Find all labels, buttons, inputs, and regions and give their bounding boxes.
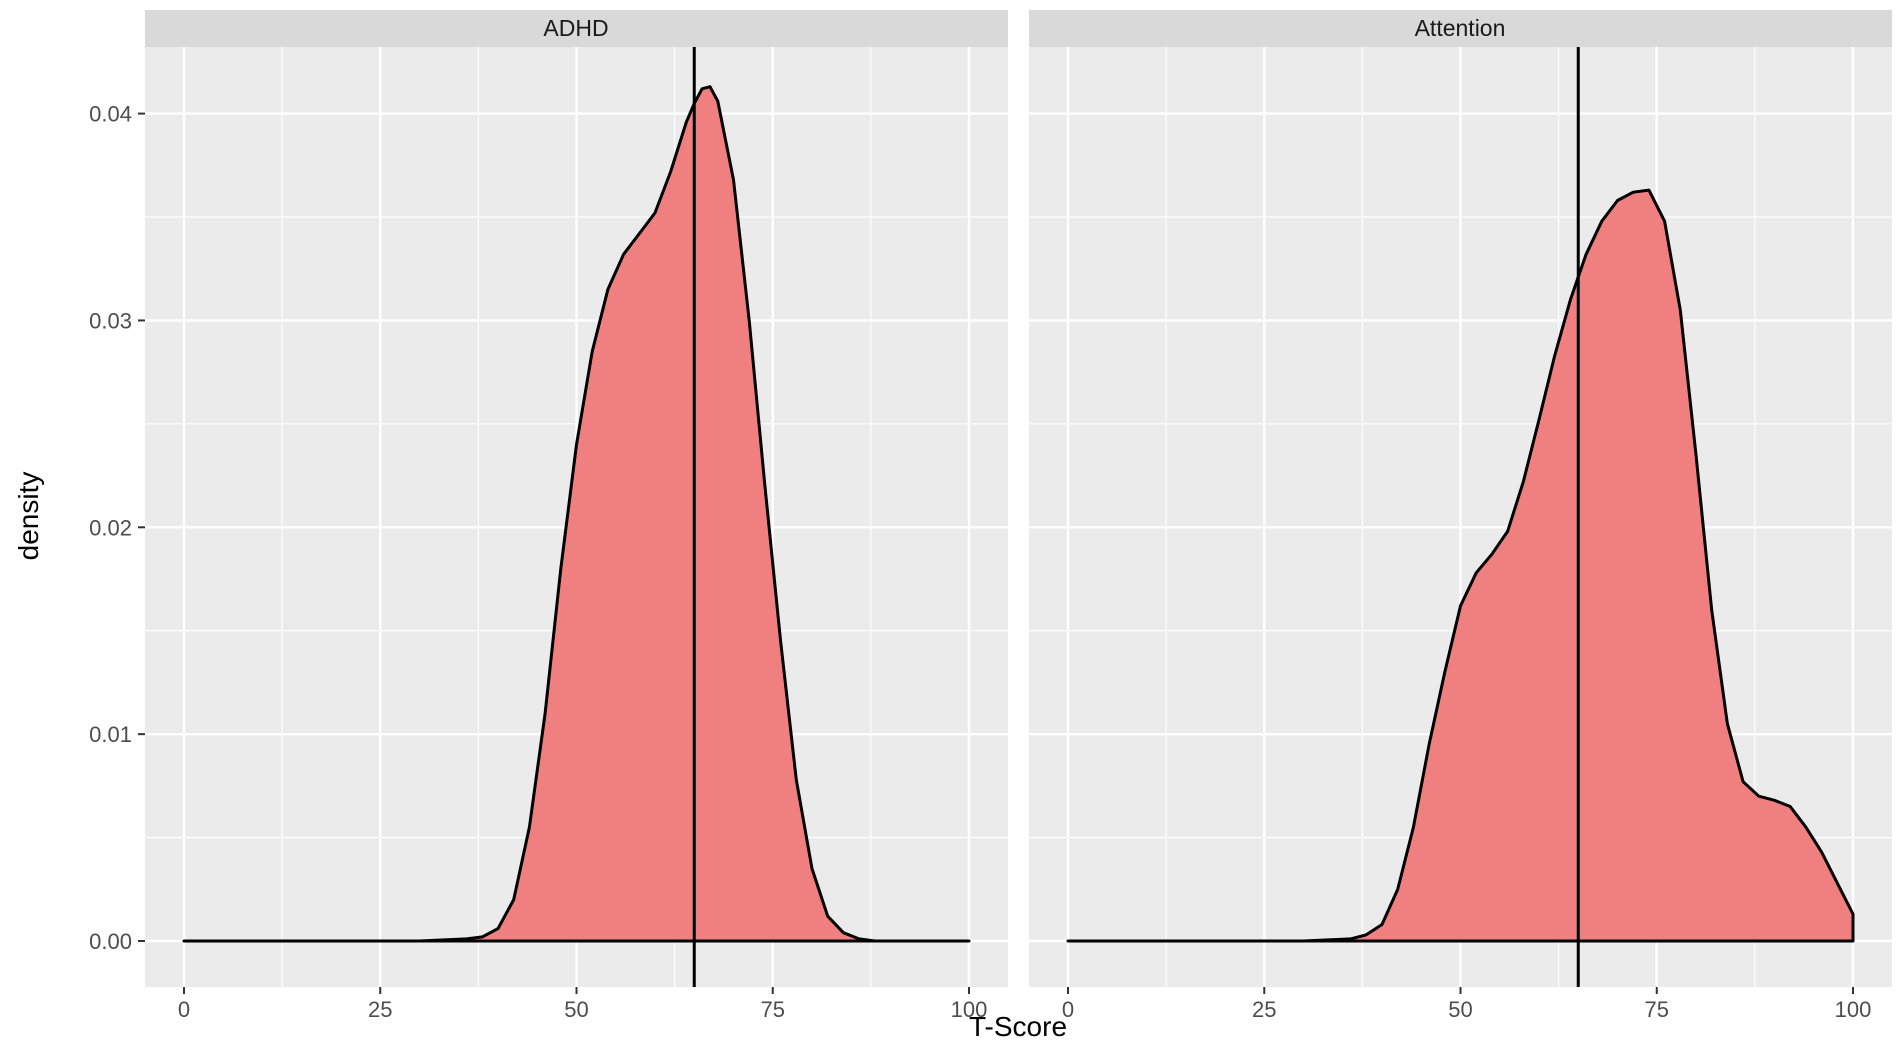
x-tick-label: 50 — [1448, 997, 1472, 1022]
density-curve-attention — [1066, 188, 1855, 943]
strip-label-adhd: ADHD — [543, 15, 608, 41]
y-tick-label: 0.00 — [89, 929, 132, 954]
x-tick-label: 50 — [564, 997, 588, 1022]
x-axis-title: T-Score — [969, 1011, 1067, 1042]
x-tick-label: 0 — [178, 997, 190, 1022]
x-ticks-adhd: 0 25 50 75 100 — [178, 987, 987, 1022]
x-tick-label: 25 — [1252, 997, 1276, 1022]
x-tick-label: 75 — [761, 997, 785, 1022]
panel-adhd: ADHD 0 25 50 75 100 — [145, 10, 1008, 1022]
y-tick-label: 0.01 — [89, 722, 132, 747]
panel-attention: Attention 0 25 50 75 100 — [1029, 10, 1892, 1022]
y-axis-title: density — [13, 472, 44, 561]
density-attention-layer — [1066, 188, 1855, 943]
strip-label-attention: Attention — [1415, 15, 1506, 41]
x-tick-label: 100 — [1835, 997, 1872, 1022]
density-curve-adhd — [182, 85, 971, 943]
x-tick-label: 0 — [1062, 997, 1074, 1022]
strip-adhd — [145, 10, 1008, 47]
y-axis: 0.00 0.01 0.02 0.03 0.04 — [89, 102, 145, 954]
x-tick-label: 100 — [951, 997, 988, 1022]
y-tick-label: 0.04 — [89, 102, 132, 127]
strip-attention — [1029, 10, 1892, 47]
y-tick-label: 0.03 — [89, 308, 132, 333]
x-tick-label: 75 — [1645, 997, 1669, 1022]
x-ticks-attention: 0 25 50 75 100 — [1062, 987, 1871, 1022]
x-tick-label: 25 — [368, 997, 392, 1022]
y-tick-label: 0.02 — [89, 515, 132, 540]
density-adhd-layer — [182, 85, 971, 943]
